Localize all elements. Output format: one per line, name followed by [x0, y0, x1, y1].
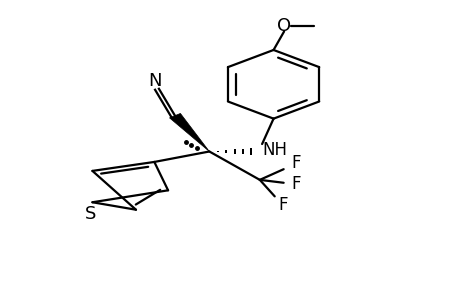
Text: NH: NH [262, 141, 286, 159]
Text: F: F [291, 175, 301, 193]
Text: O: O [276, 17, 291, 35]
Polygon shape [169, 113, 209, 152]
Text: N: N [148, 72, 162, 90]
Text: S: S [84, 205, 95, 223]
Text: F: F [291, 154, 301, 172]
Text: F: F [277, 196, 287, 214]
